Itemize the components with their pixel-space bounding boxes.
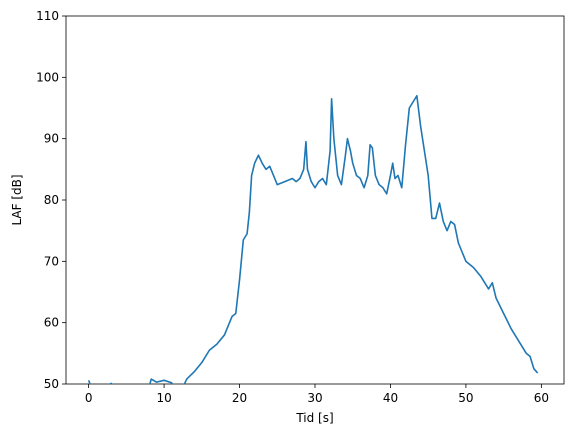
x-tick-label: 10 [156,391,171,405]
x-tick-label: 50 [458,391,473,405]
y-tick-label: 110 [36,9,59,23]
data-line [87,94,539,384]
y-tick-label: 50 [44,377,59,391]
y-tick-label: 100 [36,70,59,84]
y-tick-label: 60 [44,316,59,330]
y-tick-label: 80 [44,193,59,207]
x-tick-label: 20 [232,391,247,405]
x-tick-label: 40 [383,391,398,405]
y-tick-label: 70 [44,254,59,268]
x-axis-label: Tid [s] [295,411,333,425]
x-tick-label: 0 [85,391,93,405]
x-tick-label: 30 [307,391,322,405]
y-tick-label: 90 [44,132,59,146]
y-axis-label: LAF [dB] [10,174,24,225]
x-tick-label: 60 [534,391,549,405]
axes-frame [65,15,565,385]
